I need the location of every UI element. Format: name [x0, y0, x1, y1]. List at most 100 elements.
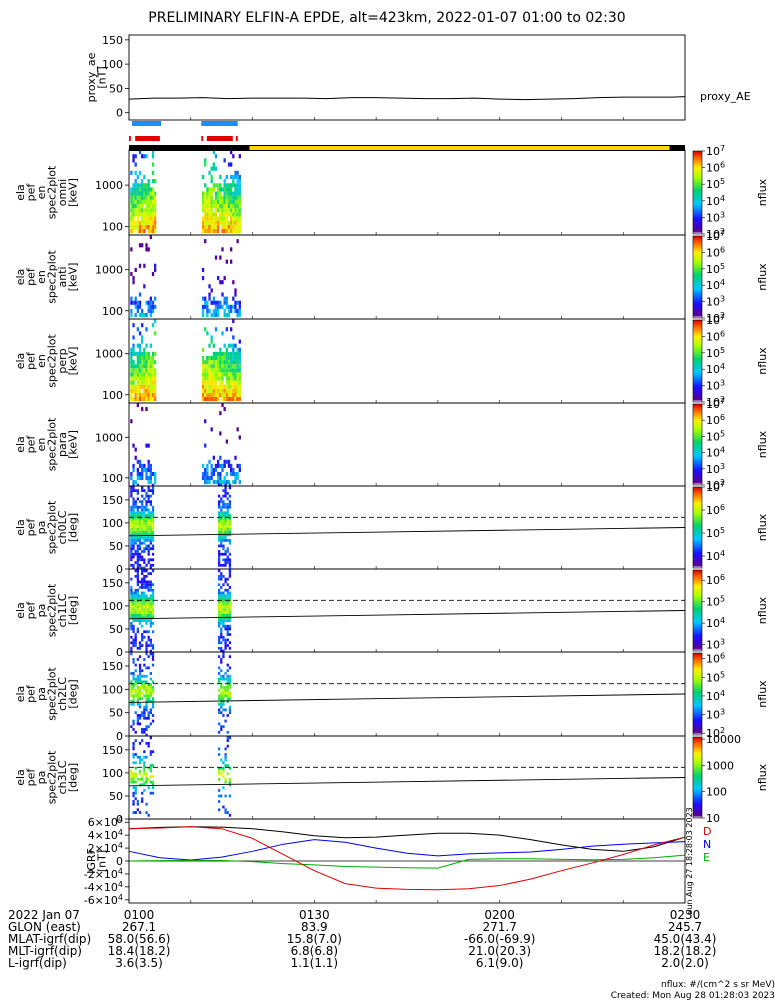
- flux-cell: [224, 511, 227, 515]
- flux-cell: [228, 533, 232, 537]
- flux-cell: [227, 204, 231, 209]
- flux-cell: [149, 536, 152, 540]
- flux-cell: [223, 228, 226, 234]
- flux-cell: [204, 476, 207, 481]
- flux-cell: [223, 392, 226, 398]
- flux-cell: [226, 700, 229, 703]
- flux-cell: [217, 800, 221, 803]
- flux-cell: [143, 663, 146, 667]
- flux-cell: [147, 716, 150, 720]
- flux-cell: [228, 605, 232, 609]
- flux-cell: [217, 220, 220, 225]
- flux-cell: [136, 608, 140, 611]
- colorbar-tick-label: 106: [706, 503, 725, 517]
- y-tick-label: 1000: [95, 348, 123, 361]
- flux-cell: [227, 480, 231, 485]
- flux-cell: [228, 516, 232, 520]
- flux-cell: [228, 694, 232, 698]
- flux-cell: [141, 758, 144, 762]
- flux-cell: [141, 711, 144, 715]
- legend-proxy-ae: proxy_AE: [700, 90, 751, 103]
- flux-cell: [228, 610, 232, 614]
- flux-cell: [224, 811, 227, 814]
- y-tick-label: 0: [116, 646, 123, 659]
- flux-cell: [145, 183, 148, 188]
- flux-cell: [206, 392, 209, 398]
- series-proxy-ae-line: [128, 96, 686, 101]
- flux-cell: [134, 613, 137, 617]
- flux-cell: [224, 694, 227, 698]
- flux-cell: [147, 777, 150, 781]
- flux-cell: [236, 204, 239, 209]
- heatmap-en_anti: [130, 235, 241, 318]
- flux-cell: [143, 550, 146, 553]
- flux-cell: [134, 505, 137, 509]
- flux-cell: [132, 641, 135, 645]
- y-tick-label: -6×104: [84, 893, 123, 907]
- flux-cell: [147, 228, 150, 234]
- flux-cell: [141, 541, 144, 545]
- flux-cell: [204, 208, 207, 213]
- flux-cell: [151, 750, 155, 754]
- flux-cell: [214, 368, 218, 373]
- flux-cell: [145, 508, 148, 512]
- flux-cell: [141, 599, 144, 603]
- flux-cell: [151, 228, 155, 234]
- flux-cell: [221, 392, 224, 398]
- flux-cell: [222, 649, 225, 653]
- flux-cell: [138, 505, 142, 509]
- flux-cell: [151, 471, 155, 477]
- flux-cell: [225, 174, 228, 180]
- flux-cell: [138, 716, 142, 720]
- flux-cell: [236, 313, 239, 318]
- flux-cell: [210, 199, 213, 205]
- flux-cell: [208, 284, 211, 289]
- flux-cell: [132, 677, 135, 681]
- flux-cell: [224, 616, 227, 620]
- flux-cell: [236, 351, 239, 356]
- flux-cell: [138, 558, 142, 562]
- flux-cell: [228, 522, 232, 526]
- flux-cell: [219, 174, 222, 180]
- flux-cell: [132, 694, 135, 698]
- flux-cell: [234, 397, 237, 402]
- flux-cell: [230, 191, 233, 196]
- flux-cell: [221, 187, 224, 192]
- flux-cell: [206, 204, 209, 209]
- flux-cell: [143, 463, 146, 468]
- flux-cell: [151, 791, 155, 795]
- flux-cell: [141, 536, 144, 540]
- flux-cell: [145, 586, 148, 589]
- flux-cell: [145, 536, 148, 540]
- y-tick-label: 100: [102, 600, 123, 613]
- flux-cell: [221, 463, 224, 468]
- flux-cell: [219, 388, 222, 393]
- y-tick-label: 1000: [95, 179, 123, 192]
- flux-cell: [204, 376, 207, 381]
- flux-cell: [226, 508, 229, 512]
- flux-cell: [217, 530, 221, 534]
- flux-cell: [151, 376, 155, 381]
- flux-cell: [232, 220, 235, 225]
- flux-cell: [143, 711, 146, 715]
- flux-cell: [145, 212, 148, 217]
- flux-cell: [132, 658, 135, 661]
- flux-cell: [226, 522, 229, 526]
- flux-cell: [225, 296, 228, 301]
- ylabel-line: spec2plot: [45, 250, 58, 304]
- y-tick-label: 100: [102, 389, 123, 402]
- flux-cell: [226, 561, 229, 564]
- flux-cell: [132, 525, 135, 528]
- flux-cell: [227, 208, 231, 213]
- flux-cell: [223, 407, 226, 412]
- flux-cell: [130, 597, 133, 600]
- flux-cell: [212, 150, 216, 155]
- flux-cell: [130, 777, 133, 781]
- flux-cell: [136, 539, 140, 542]
- flux-cell: [217, 308, 220, 314]
- flux-cell: [132, 397, 135, 402]
- flux-cell: [151, 539, 155, 542]
- flux-cell: [217, 602, 221, 606]
- flux-cell: [232, 467, 235, 472]
- flux-cell: [145, 491, 148, 495]
